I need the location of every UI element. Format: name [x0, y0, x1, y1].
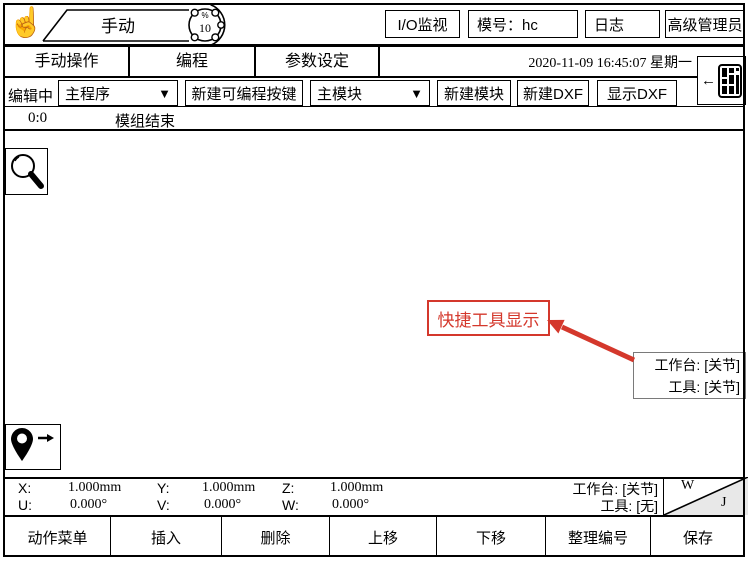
new-dxf-button[interactable]: 新建DXF — [517, 80, 589, 106]
mode-banner[interactable]: % 10 手动 — [40, 2, 250, 48]
axis-w-label: W: — [282, 497, 299, 513]
renumber-button[interactable]: 整理编号 — [546, 517, 651, 557]
hand-pointer-icon: ☝ — [8, 7, 45, 39]
speed-unit: % — [201, 11, 208, 20]
pin-arrow-icon — [38, 434, 54, 442]
program-line-separator — [5, 129, 745, 131]
virtual-keyboard-button[interactable]: ← — [697, 56, 746, 105]
left-arrow-icon: ← — [701, 72, 716, 89]
module-select-value: 主模块 — [317, 85, 363, 103]
axis-x-label: X: — [18, 480, 32, 496]
axis-w-value: 0.000° — [332, 497, 370, 512]
quick-tool-annotation: 快捷工具显示 — [427, 300, 550, 336]
coord-world-label: W — [681, 478, 695, 493]
action-menu-button[interactable]: 动作菜单 — [5, 517, 111, 557]
coord-joint-label: J — [721, 495, 727, 510]
log-button[interactable]: 日志 — [585, 10, 660, 38]
magnifier-icon — [11, 154, 44, 189]
program-select-value: 主程序 — [65, 85, 111, 103]
worktable-mode-text: 工作台: [关节] — [654, 357, 740, 373]
editing-label: 编辑中 — [8, 88, 54, 105]
datetime-display: 2020-11-09 16:45:07 星期一 — [528, 56, 692, 71]
axis-z-value: 1.000mm — [330, 480, 384, 495]
program-line-index: 0:0 — [28, 110, 48, 126]
worktable-status: 工作台: [关节] — [572, 481, 658, 497]
tab-manual-operation[interactable]: 手动操作 — [5, 46, 130, 77]
new-programmable-key-button[interactable]: 新建可编程按键 — [185, 80, 303, 106]
coord-system-toggle[interactable]: W J — [663, 477, 748, 515]
io-monitor-button[interactable]: I/O监视 — [385, 10, 460, 38]
show-dxf-button[interactable]: 显示DXF — [597, 80, 677, 106]
speed-value: 10 — [199, 21, 211, 35]
tab-parameter-setting[interactable]: 参数设定 — [256, 46, 380, 77]
save-button[interactable]: 保存 — [651, 517, 745, 557]
tab-programming[interactable]: 编程 — [130, 46, 256, 77]
topbar-separator — [5, 44, 745, 47]
new-module-button[interactable]: 新建模块 — [437, 80, 511, 106]
program-line-text: 模组结束 — [115, 113, 176, 130]
speed-gear-icon[interactable]: % 10 — [188, 8, 225, 42]
module-select[interactable]: 主模块 ▼ — [310, 80, 430, 106]
chevron-down-icon: ▼ — [158, 85, 171, 101]
coord-toggle-diagonal — [664, 477, 748, 515]
move-up-button[interactable]: 上移 — [330, 517, 437, 557]
axis-y-value: 1.000mm — [202, 480, 256, 495]
axis-y-label: Y: — [157, 480, 170, 496]
program-select[interactable]: 主程序 ▼ — [58, 80, 178, 106]
insert-button[interactable]: 插入 — [111, 517, 222, 557]
delete-button[interactable]: 删除 — [222, 517, 330, 557]
chevron-down-icon: ▼ — [410, 85, 423, 101]
tabs-separator — [5, 76, 745, 78]
tool-status: 工具: [无] — [600, 498, 658, 514]
axis-u-label: U: — [18, 497, 32, 513]
axis-x-value: 1.000mm — [68, 480, 122, 495]
move-down-button[interactable]: 下移 — [437, 517, 546, 557]
quick-tool-panel[interactable]: 工作台: [关节] 工具: [关节] — [633, 352, 746, 399]
bottom-separator — [5, 515, 745, 517]
tool-mode-text: 工具: [关节] — [668, 379, 740, 395]
axis-z-label: Z: — [282, 480, 295, 496]
keypad-icon — [718, 63, 742, 98]
status-separator — [5, 477, 745, 479]
mode-label: 手动 — [101, 17, 135, 36]
program-line-row[interactable]: 0:0 模组结束 — [5, 108, 745, 130]
quick-tool-annotation-label: 快捷工具显示 — [437, 310, 540, 330]
model-number-button[interactable]: 模号：hc — [468, 10, 578, 38]
zoom-button[interactable] — [5, 148, 48, 195]
axis-u-value: 0.000° — [70, 497, 108, 512]
admin-button[interactable]: 高级管理员 — [665, 10, 745, 38]
axis-v-value: 0.000° — [204, 497, 242, 512]
toolbar-separator — [5, 106, 745, 107]
location-pin-icon — [11, 428, 54, 461]
axis-v-label: V: — [157, 497, 170, 513]
position-button[interactable] — [5, 424, 61, 470]
